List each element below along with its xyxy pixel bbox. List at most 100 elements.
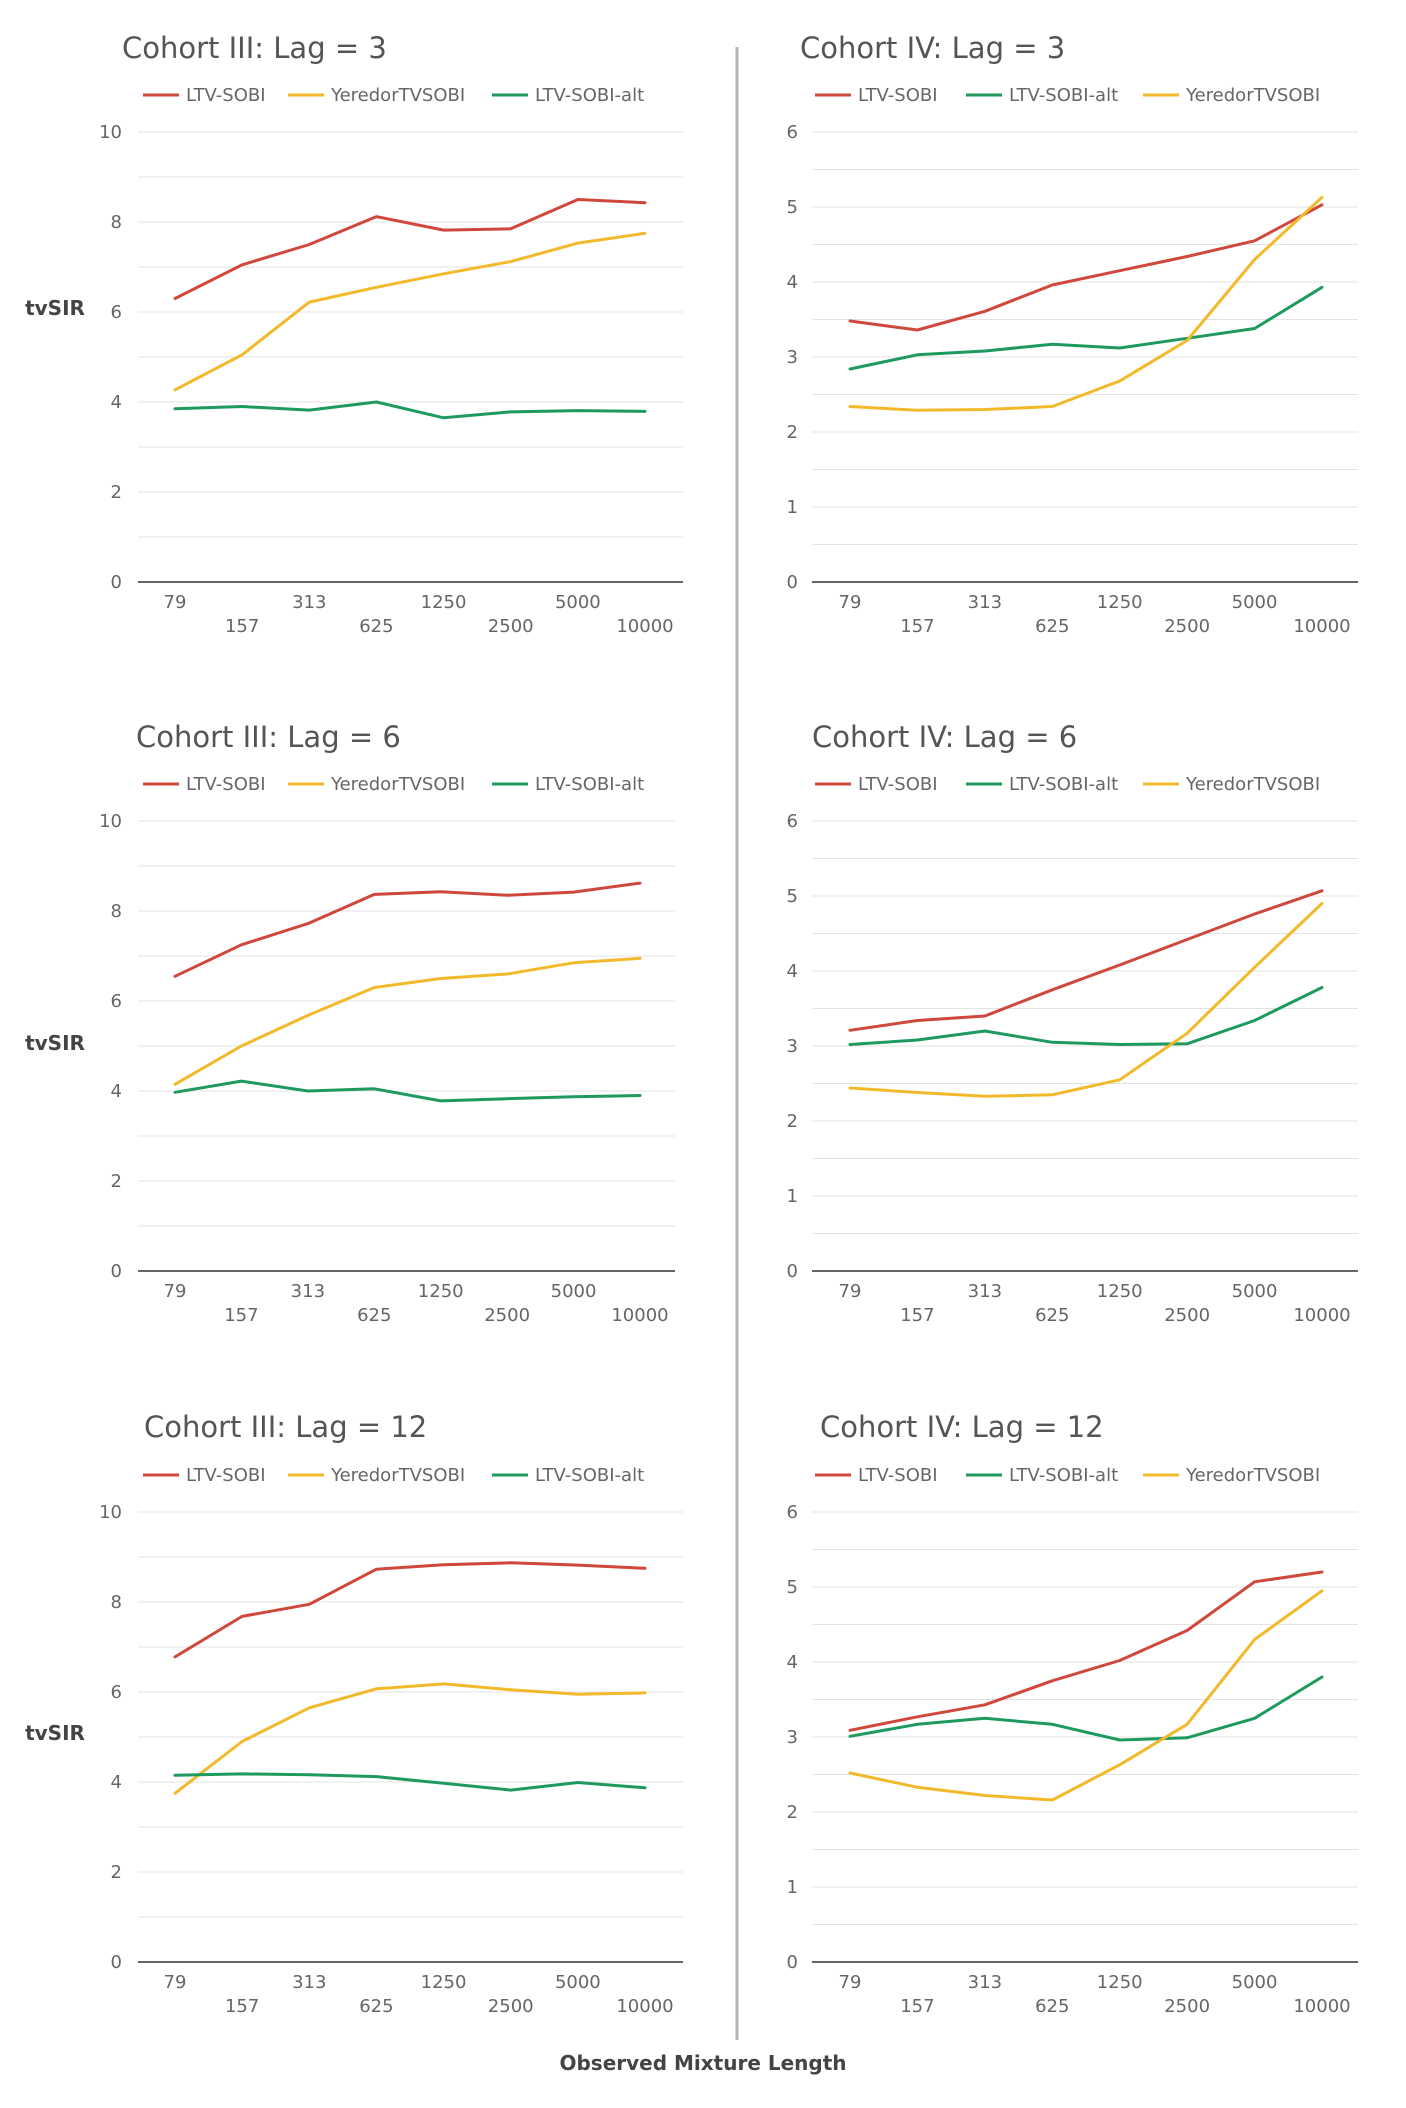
y-tick-label: 5 bbox=[787, 886, 798, 907]
legend-label: YeredorTVSOBI bbox=[1185, 774, 1320, 795]
y-tick-label: 6 bbox=[787, 1502, 798, 1523]
y-tick-label: 4 bbox=[111, 1772, 122, 1793]
x-tick-label: 1250 bbox=[1097, 1281, 1143, 1302]
y-tick-label: 4 bbox=[111, 392, 122, 413]
y-tick-label: 1 bbox=[787, 1877, 798, 1898]
x-tick-label: 79 bbox=[839, 1281, 862, 1302]
y-tick-label: 0 bbox=[787, 1952, 798, 1973]
x-tick-label: 625 bbox=[1035, 1305, 1069, 1326]
y-tick-label: 0 bbox=[111, 1952, 122, 1973]
series-line-ltv-sobi-alt bbox=[848, 986, 1324, 1046]
x-tick-label: 2500 bbox=[1164, 1996, 1210, 2017]
x-tick-label: 2500 bbox=[1164, 616, 1210, 637]
x-tick-label: 79 bbox=[839, 592, 862, 613]
y-tick-label: 2 bbox=[787, 422, 798, 443]
series-line-yeredortvsobi bbox=[848, 195, 1324, 412]
series-line-yeredortvsobi bbox=[848, 902, 1324, 1098]
x-tick-label: 5000 bbox=[1232, 1972, 1278, 1993]
x-tick-label: 625 bbox=[359, 616, 393, 637]
x-tick-label: 1250 bbox=[1097, 592, 1143, 613]
y-tick-label: 10 bbox=[99, 1502, 122, 1523]
legend-label: LTV-SOBI bbox=[186, 85, 266, 106]
x-tick-label: 625 bbox=[357, 1305, 391, 1326]
y-tick-label: 4 bbox=[787, 272, 798, 293]
chart-panels: Cohort III: Lag = 3024681079157313625125… bbox=[25, 31, 1358, 2017]
y-tick-label: 5 bbox=[787, 1577, 798, 1598]
y-tick-label: 0 bbox=[111, 1261, 122, 1282]
series-line-ltv-sobi bbox=[848, 203, 1324, 332]
x-tick-label: 5000 bbox=[551, 1281, 597, 1302]
x-tick-label: 1250 bbox=[421, 1972, 467, 1993]
chart-panel-2: Cohort IV: Lag = 3 0 1 2 3 4 5 6 79 157 313 625 1250… bbox=[787, 31, 1358, 637]
x-tick-label: 79 bbox=[164, 592, 187, 613]
x-tick-label: 5000 bbox=[1232, 1281, 1278, 1302]
series-line-ltv-sobi bbox=[848, 889, 1324, 1032]
x-tick-label: 10000 bbox=[616, 616, 673, 637]
y-tick-label: 6 bbox=[111, 302, 122, 323]
y-tick-label: 10 bbox=[99, 811, 122, 832]
y-tick-label: 8 bbox=[111, 1592, 122, 1613]
y-tick-label: 0 bbox=[111, 572, 122, 593]
x-tick-label: 10000 bbox=[1293, 616, 1350, 637]
legend-label: LTV-SOBI bbox=[186, 1465, 266, 1486]
y-tick-label: 3 bbox=[787, 1727, 798, 1748]
chart-title: Cohort III: Lag = 12 bbox=[144, 1410, 427, 1444]
legend-label: YeredorTVSOBI bbox=[330, 1465, 465, 1486]
y-tick-label: 6 bbox=[111, 991, 122, 1012]
x-tick-label: 2500 bbox=[488, 616, 534, 637]
legend-label: LTV-SOBI bbox=[186, 774, 266, 795]
y-tick-label: 1 bbox=[787, 1186, 798, 1207]
series-line-ltv-sobi bbox=[173, 1561, 647, 1659]
series-line-yeredortvsobi bbox=[848, 1589, 1324, 1802]
y-tick-label: 3 bbox=[787, 347, 798, 368]
y-tick-label: 10 bbox=[99, 122, 122, 143]
x-tick-label: 1250 bbox=[421, 592, 467, 613]
x-tick-label: 313 bbox=[292, 592, 326, 613]
y-tick-label: 4 bbox=[787, 1652, 798, 1673]
x-tick-label: 79 bbox=[839, 1972, 862, 1993]
series-line-ltv-sobi-alt bbox=[173, 1772, 647, 1792]
series-line-ltv-sobi-alt bbox=[173, 400, 647, 420]
x-tick-label: 79 bbox=[164, 1972, 187, 1993]
legend-label: YeredorTVSOBI bbox=[330, 774, 465, 795]
y-tick-label: 6 bbox=[111, 1682, 122, 1703]
series-line-yeredortvsobi bbox=[173, 956, 642, 1086]
series-line-ltv-sobi bbox=[173, 198, 647, 300]
chart-title: Cohort III: Lag = 6 bbox=[136, 720, 401, 754]
y-tick-label: 2 bbox=[111, 482, 122, 503]
x-tick-label: 313 bbox=[292, 1972, 326, 1993]
x-tick-label: 313 bbox=[291, 1281, 325, 1302]
legend-label: YeredorTVSOBI bbox=[1185, 1465, 1320, 1486]
chart-panel-4: Cohort IV: Lag = 6 0 1 2 3 4 5 6 79 157 313 625 1250… bbox=[787, 720, 1358, 1326]
chart-panel-5: Cohort III: Lag = 12 0 2 4 6 8 10 79 157 313 625 12… bbox=[25, 1410, 683, 2017]
y-tick-label: 0 bbox=[787, 1261, 798, 1282]
x-tick-label: 10000 bbox=[1293, 1305, 1350, 1326]
series-line-ltv-sobi bbox=[848, 1570, 1324, 1732]
legend-label: LTV-SOBI bbox=[858, 1465, 938, 1486]
x-tick-label: 1250 bbox=[1097, 1972, 1143, 1993]
legend-label: YeredorTVSOBI bbox=[1185, 85, 1320, 106]
y-tick-label: 5 bbox=[787, 197, 798, 218]
y-tick-label: 4 bbox=[111, 1081, 122, 1102]
y-tick-label: 4 bbox=[787, 961, 798, 982]
y-tick-label: 8 bbox=[111, 901, 122, 922]
x-tick-label: 1250 bbox=[418, 1281, 464, 1302]
series-line-ltv-sobi-alt bbox=[848, 1675, 1324, 1742]
series-line-yeredortvsobi bbox=[173, 231, 647, 392]
y-tick-label: 0 bbox=[787, 572, 798, 593]
y-tick-label: 1 bbox=[787, 497, 798, 518]
x-tick-label: 2500 bbox=[1164, 1305, 1210, 1326]
x-tick-label: 10000 bbox=[1293, 1996, 1350, 2017]
y-axis-label: tvSIR bbox=[25, 1721, 85, 1745]
x-tick-label: 313 bbox=[968, 592, 1002, 613]
y-tick-label: 2 bbox=[787, 1802, 798, 1823]
series-line-ltv-sobi-alt bbox=[848, 285, 1324, 371]
legend-label: LTV-SOBI-alt bbox=[535, 85, 644, 106]
y-tick-label: 6 bbox=[787, 811, 798, 832]
y-tick-label: 2 bbox=[111, 1862, 122, 1883]
chart-panel-1: Cohort III: Lag = 3 0 2 4 6 8 10 79 157 313 625 125… bbox=[25, 31, 683, 637]
x-tick-label: 157 bbox=[225, 616, 259, 637]
series-line-ltv-sobi-alt bbox=[173, 1079, 642, 1103]
y-tick-label: 2 bbox=[111, 1171, 122, 1192]
